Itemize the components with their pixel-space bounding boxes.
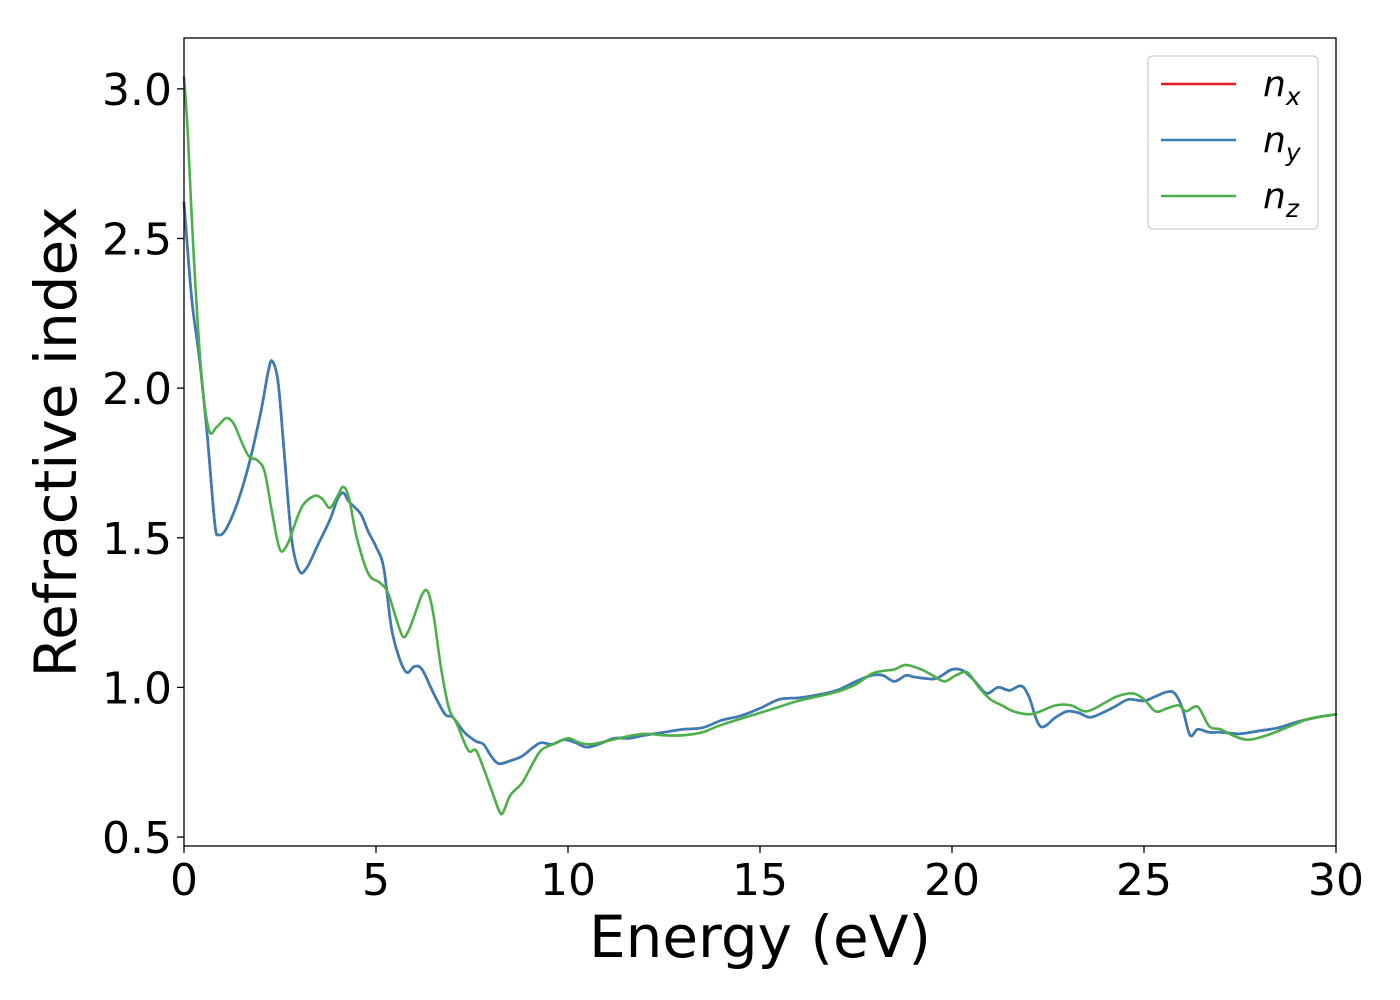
legend-label-base: n (1263, 64, 1286, 105)
y-tick-label: 1.0 (102, 663, 172, 714)
legend-label-z: nz (1263, 176, 1300, 223)
legend-label-base: n (1263, 176, 1286, 217)
x-tick-label: 25 (1116, 855, 1172, 906)
y-axis-title: Refractive index (22, 206, 90, 677)
y-tick-label: 0.5 (102, 813, 172, 864)
legend-box (1147, 55, 1319, 230)
legend-label-subscript: y (1285, 138, 1302, 167)
x-tick-label: 20 (924, 855, 980, 906)
legend-label-x: nx (1263, 64, 1301, 111)
x-tick-label: 15 (732, 855, 788, 906)
x-tick-label: 30 (1308, 855, 1364, 906)
legend-label-subscript: x (1285, 82, 1301, 111)
legend-label-base: n (1263, 120, 1286, 161)
y-tick-label: 3.0 (102, 65, 172, 116)
y-tick-label: 1.5 (102, 514, 172, 565)
series-layer (182, 75, 1338, 816)
x-tick-label: 5 (362, 855, 390, 906)
series-line-y (182, 201, 1338, 766)
x-axis-title: Energy (eV) (589, 903, 931, 971)
legend-label-y: ny (1263, 120, 1302, 167)
y-tick-label: 2.5 (102, 215, 172, 266)
x-tick-label: 0 (170, 855, 198, 906)
x-axis: 0 5 10 15 20 25 30 (170, 846, 1364, 906)
y-tick-label: 2.0 (102, 364, 172, 415)
series-line-x (182, 201, 1338, 766)
y-axis: 0.5 1.0 1.5 2.0 2.5 3.0 (102, 65, 184, 864)
x-tick-label: 10 (540, 855, 596, 906)
series-line-z (182, 75, 1338, 816)
legend-label-subscript: z (1285, 194, 1300, 223)
